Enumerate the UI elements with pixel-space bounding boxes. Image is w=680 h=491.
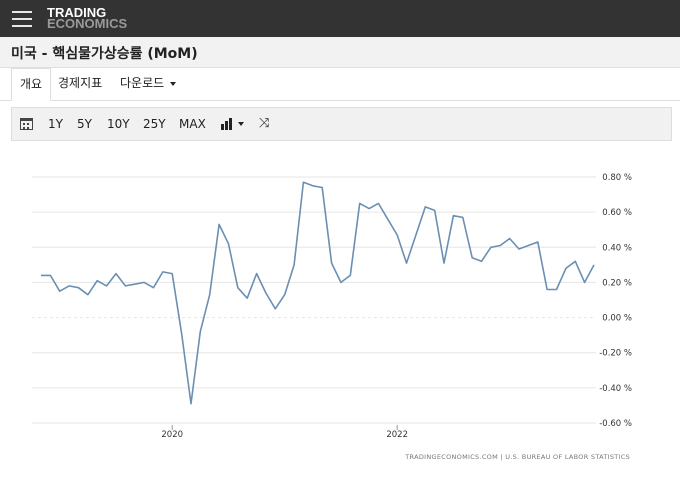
logo-line-1: TRADING [47,5,107,20]
tab-download[interactable]: 다운로드 [120,68,177,101]
calendar-icon[interactable] [20,118,33,130]
trading-economics-logo[interactable]: TRADING ECONOMICS [47,5,128,31]
tab-overview-label: 개요 [20,77,43,91]
tab-download-label: 다운로드 [120,76,165,90]
chart-source-label: TRADINGECONOMICS.COM | U.S. BUREAU OF LA… [404,453,630,461]
y-tick-label: 0.20 % [602,278,632,288]
x-tick-label: 2022 [386,430,408,440]
tab-indicators-label: 경제지표 [58,76,103,90]
bar-chart-icon[interactable] [221,118,233,130]
y-tick-label: -0.40 % [599,384,632,394]
range-5y-button[interactable]: 5Y [77,117,92,131]
range-1y-button[interactable]: 1Y [48,117,63,131]
title-bar: 미국 - 핵심물가상승률 (MoM) [0,37,680,68]
tab-indicators[interactable]: 경제지표 [58,68,102,101]
y-tick-label: -0.60 % [599,419,632,429]
y-tick-label: 0.80 % [602,173,632,183]
hamburger-menu-icon[interactable] [12,11,32,27]
range-10y-button[interactable]: 10Y [107,117,130,131]
chart-canvas: 0.80 % 0.60 % 0.40 % 0.20 % 0.00 % -0.20 % -0.… [32,173,632,461]
top-navigation-bar: TRADING ECONOMICS [0,0,680,37]
chart-toolbar: 1Y 5Y 10Y 25Y MAX ⤨ [11,107,672,141]
series-line [41,181,595,405]
line-chart: 0.80 % 0.60 % 0.40 % 0.20 % 0.00 % -0.20 % -0.… [0,141,680,491]
y-tick-label: -0.20 % [599,349,632,359]
range-max-button[interactable]: MAX [179,117,206,131]
tab-bar: 개요 경제지표 다운로드 [0,68,680,101]
y-tick-label: 0.60 % [602,208,632,218]
chevron-down-icon [170,81,177,86]
tab-overview[interactable]: 개요 [11,68,52,101]
y-tick-label: 0.40 % [602,243,632,253]
range-25y-button[interactable]: 25Y [143,117,166,131]
shuffle-icon[interactable]: ⤨ [259,116,270,131]
page-title: 미국 - 핵심물가상승률 (MoM) [11,46,198,62]
x-tick-label: 2020 [161,430,183,440]
y-tick-label: 0.00 % [602,314,632,324]
chart-type-chevron-down-icon[interactable] [238,122,244,126]
logo-line-2: ECONOMICS [47,16,128,31]
